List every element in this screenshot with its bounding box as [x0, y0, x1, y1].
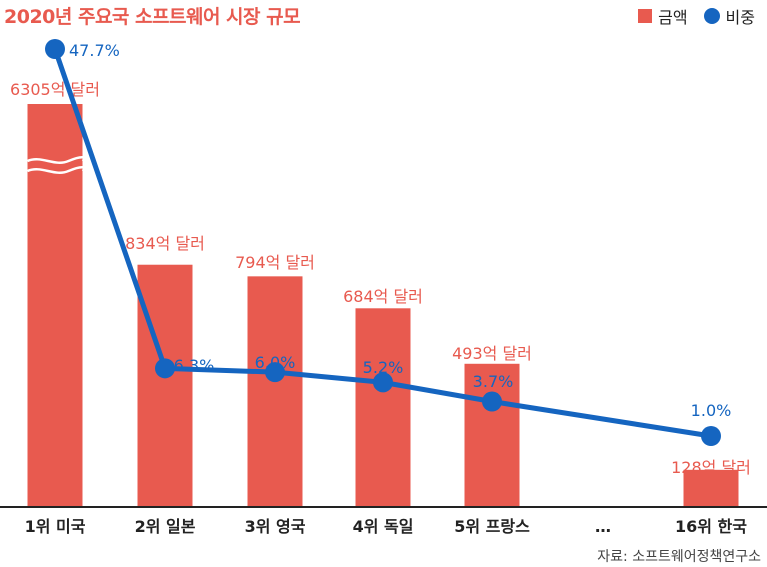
- category-label: 16위 한국: [675, 517, 747, 536]
- legend-bar-swatch: [638, 9, 653, 23]
- axis-break-line: [27, 156, 87, 164]
- category-label: 5위 프랑스: [454, 517, 530, 536]
- legend-line-swatch: [703, 8, 720, 24]
- share-label: 6.3%: [174, 356, 215, 375]
- category-label: 4위 독일: [353, 517, 414, 536]
- legend-amount-label: 금액: [658, 8, 688, 27]
- bar: [683, 469, 739, 507]
- share-label: 6.0%: [255, 353, 296, 372]
- amount-label: 794억 달러: [235, 253, 315, 272]
- share-label: 3.7%: [473, 372, 514, 391]
- amount-label: 834억 달러: [125, 234, 205, 253]
- bar: [27, 104, 83, 507]
- legend-share-label: 비중: [725, 8, 755, 27]
- amount-label: 684억 달러: [343, 287, 423, 306]
- share-point: [482, 391, 502, 412]
- bar: [247, 276, 303, 507]
- share-point: [373, 372, 393, 393]
- legend: 금액 비중: [638, 4, 755, 28]
- category-label: 1위 미국: [25, 517, 86, 536]
- share-point: [265, 362, 285, 383]
- bar: [137, 264, 193, 507]
- category-label: 3위 영국: [245, 517, 306, 536]
- category-label: …: [595, 517, 611, 536]
- share-point: [45, 39, 65, 59]
- share-line: [52, 48, 712, 439]
- share-label: 1.0%: [691, 401, 732, 420]
- source-note: 자료: 소프트웨어정책연구소: [597, 549, 761, 565]
- amount-label: 493억 달러: [452, 344, 532, 363]
- bar: [464, 363, 520, 507]
- bar: [355, 308, 411, 507]
- category-label: 2위 일본: [135, 517, 196, 536]
- share-label: 47.7%: [69, 41, 120, 60]
- share-point: [155, 358, 175, 379]
- share-point: [701, 426, 721, 446]
- chart-title: 2020년 주요국 소프트웨어 시장 규모: [4, 6, 301, 28]
- axis-break-line: [27, 166, 87, 174]
- amount-label: 6305억 달러: [10, 80, 100, 99]
- amount-label: 128억 달러: [671, 458, 751, 477]
- share-label: 5.2%: [363, 358, 404, 377]
